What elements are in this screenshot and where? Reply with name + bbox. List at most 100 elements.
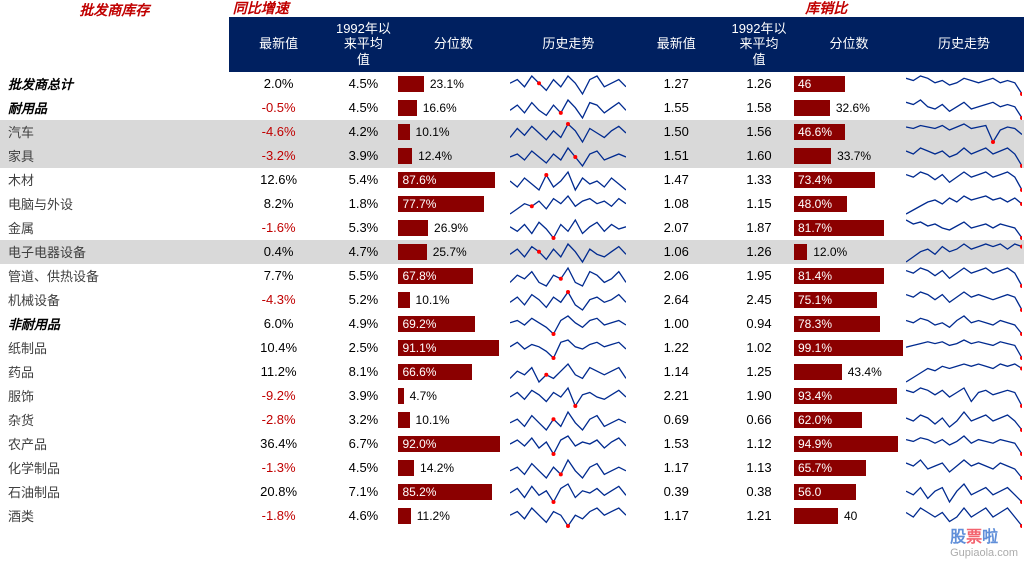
g-sparkline	[508, 168, 628, 192]
r-sparkline	[904, 192, 1024, 216]
r-latest: 1.50	[628, 120, 724, 144]
g-avg: 4.2%	[328, 120, 398, 144]
r-latest: 1.27	[628, 72, 724, 96]
row-label: 管道、供热设备	[0, 264, 229, 288]
table-row: 电子电器设备0.4%4.7%25.7%1.061.2612.0%	[0, 240, 1024, 264]
table-row: 石油制品20.8%7.1%85.2%0.390.3856.0	[0, 480, 1024, 504]
r-latest: 1.55	[628, 96, 724, 120]
r-sparkline	[904, 408, 1024, 432]
r-latest: 1.22	[628, 336, 724, 360]
g-pct-bar: 69.2%	[398, 312, 508, 336]
row-label: 家具	[0, 144, 229, 168]
g-sparkline	[508, 360, 628, 384]
r-latest: 1.17	[628, 456, 724, 480]
g-avg: 4.7%	[328, 240, 398, 264]
row-label: 耐用品	[0, 96, 229, 120]
g-latest: -1.6%	[229, 216, 329, 240]
table-row: 化学制品-1.3%4.5%14.2%1.171.1365.7%	[0, 456, 1024, 480]
table-body: 批发商总计2.0%4.5%23.1%1.271.2646耐用品-0.5%4.5%…	[0, 72, 1024, 528]
g-sparkline	[508, 408, 628, 432]
g-sparkline	[508, 240, 628, 264]
g-avg: 4.5%	[328, 456, 398, 480]
r-pct-bar: 65.7%	[794, 456, 904, 480]
table-row: 管道、供热设备7.7%5.5%67.8%2.061.9581.4%	[0, 264, 1024, 288]
g-latest: -4.3%	[229, 288, 329, 312]
r-sparkline	[904, 96, 1024, 120]
r-avg: 1.21	[724, 504, 794, 528]
row-label: 批发商总计	[0, 72, 229, 96]
g-latest: -2.8%	[229, 408, 329, 432]
r-sparkline	[904, 288, 1024, 312]
g-pct-bar: 14.2%	[398, 456, 508, 480]
r-pct-bar: 33.7%	[794, 144, 904, 168]
r-pct-bar: 81.4%	[794, 264, 904, 288]
table-row: 酒类-1.8%4.6%11.2%1.171.2140	[0, 504, 1024, 528]
g-latest: 8.2%	[229, 192, 329, 216]
g-pct-bar: 92.0%	[398, 432, 508, 456]
table-row: 药品11.2%8.1%66.6%1.141.2543.4%	[0, 360, 1024, 384]
g-sparkline	[508, 72, 628, 96]
g-avg: 1.8%	[328, 192, 398, 216]
r-avg: 1.90	[724, 384, 794, 408]
r-latest: 1.14	[628, 360, 724, 384]
g-latest: -0.5%	[229, 96, 329, 120]
g-pct-bar: 25.7%	[398, 240, 508, 264]
r-avg: 1.33	[724, 168, 794, 192]
inventory-table: 批发商库存 同比增速 库销比 最新值 1992年以 来平均 值 分位数 历史走势…	[0, 0, 1024, 528]
r-latest: 1.00	[628, 312, 724, 336]
r-avg: 0.38	[724, 480, 794, 504]
r-latest: 2.64	[628, 288, 724, 312]
r-pct-bar: 46.6%	[794, 120, 904, 144]
g-latest: -4.6%	[229, 120, 329, 144]
row-label: 电子电器设备	[0, 240, 229, 264]
g-avg: 5.2%	[328, 288, 398, 312]
g-sparkline	[508, 192, 628, 216]
r-sparkline	[904, 336, 1024, 360]
row-label: 纸制品	[0, 336, 229, 360]
g-pct-bar: 16.6%	[398, 96, 508, 120]
r-pct-bar: 94.9%	[794, 432, 904, 456]
row-label: 汽车	[0, 120, 229, 144]
g-latest: 11.2%	[229, 360, 329, 384]
g-latest: 12.6%	[229, 168, 329, 192]
row-label: 服饰	[0, 384, 229, 408]
g-pct-bar: 85.2%	[398, 480, 508, 504]
table-row: 汽车-4.6%4.2%10.1%1.501.5646.6%	[0, 120, 1024, 144]
table-row: 非耐用品6.0%4.9%69.2%1.000.9478.3%	[0, 312, 1024, 336]
watermark: 股票啦 Gupiaola.com	[950, 523, 1018, 559]
g-pct-bar: 4.7%	[398, 384, 508, 408]
row-label: 木材	[0, 168, 229, 192]
hdr-g-latest: 最新值	[229, 17, 329, 72]
r-avg: 1.95	[724, 264, 794, 288]
r-pct-bar: 40	[794, 504, 904, 528]
row-label: 机械设备	[0, 288, 229, 312]
g-sparkline	[508, 216, 628, 240]
row-label: 杂货	[0, 408, 229, 432]
g-avg: 2.5%	[328, 336, 398, 360]
g-latest: 0.4%	[229, 240, 329, 264]
g-sparkline	[508, 504, 628, 528]
r-pct-bar: 43.4%	[794, 360, 904, 384]
r-avg: 1.58	[724, 96, 794, 120]
hdr-g-avg: 1992年以 来平均 值	[328, 17, 398, 72]
g-latest: 2.0%	[229, 72, 329, 96]
g-avg: 4.9%	[328, 312, 398, 336]
g-latest: -9.2%	[229, 384, 329, 408]
r-sparkline	[904, 360, 1024, 384]
table-head: 批发商库存 同比增速 库销比 最新值 1992年以 来平均 值 分位数 历史走势…	[0, 0, 1024, 72]
r-pct-bar: 73.4%	[794, 168, 904, 192]
g-sparkline	[508, 336, 628, 360]
r-sparkline	[904, 432, 1024, 456]
table-row: 金属-1.6%5.3%26.9%2.071.8781.7%	[0, 216, 1024, 240]
r-pct-bar: 46	[794, 72, 904, 96]
g-pct-bar: 12.4%	[398, 144, 508, 168]
g-pct-bar: 10.1%	[398, 288, 508, 312]
r-latest: 2.07	[628, 216, 724, 240]
g-avg: 5.4%	[328, 168, 398, 192]
g-sparkline	[508, 288, 628, 312]
r-avg: 1.26	[724, 240, 794, 264]
g-sparkline	[508, 144, 628, 168]
hdr-r-latest: 最新值	[628, 17, 724, 72]
r-pct-bar: 81.7%	[794, 216, 904, 240]
g-latest: 6.0%	[229, 312, 329, 336]
